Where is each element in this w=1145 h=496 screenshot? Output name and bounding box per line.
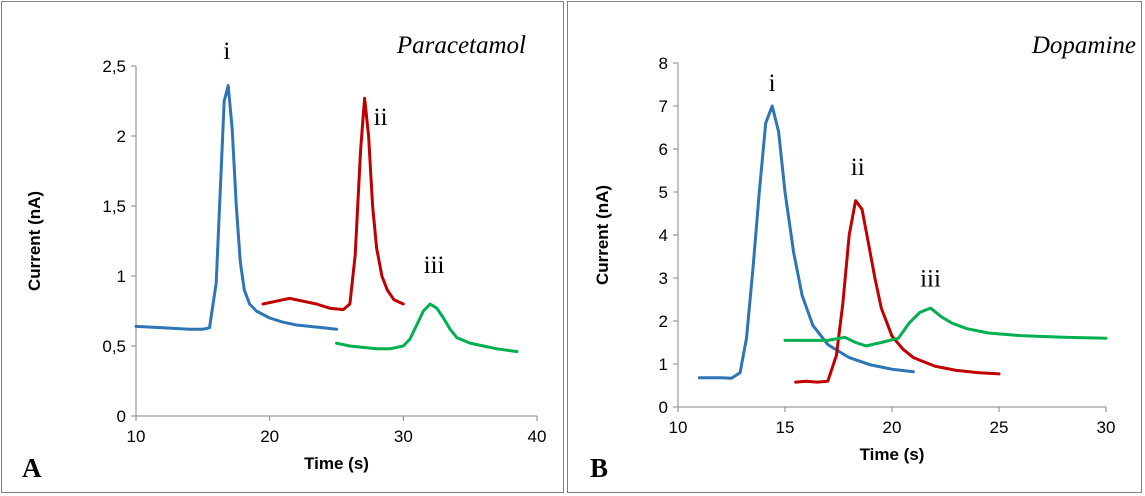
chart-title: Paracetamol — [396, 32, 526, 59]
series-line-iii — [783, 306, 1108, 348]
y-tick-label: 1,5 — [102, 197, 126, 216]
series-line-ii — [261, 96, 405, 312]
y-tick-label: 2,5 — [102, 57, 126, 76]
x-tick-label: 20 — [260, 427, 279, 446]
y-tick-label: 0 — [117, 407, 126, 426]
x-axis-title: Time (s) — [304, 454, 369, 473]
series-line-iii — [335, 302, 519, 354]
peak-label: i — [223, 38, 230, 65]
y-tick-label: 1 — [659, 355, 668, 374]
y-tick-label: 5 — [659, 183, 668, 202]
x-tick-label: 10 — [669, 418, 688, 437]
peak-label: ii — [374, 104, 388, 131]
x-tick-label: 40 — [528, 427, 547, 446]
y-tick-label: 3 — [659, 269, 668, 288]
y-tick-label: 1 — [117, 267, 126, 286]
y-axis-title: Current (nA) — [593, 185, 612, 285]
y-tick-label: 0 — [659, 398, 668, 417]
series-line-i — [697, 104, 915, 380]
y-tick-label: 8 — [659, 54, 668, 73]
y-tick-label: 2 — [117, 127, 126, 146]
series-line-i — [134, 84, 338, 331]
peak-label: iii — [920, 266, 941, 293]
x-tick-label: 30 — [1097, 418, 1116, 437]
peak-label: iii — [424, 252, 445, 279]
dopamine-chart: 0 1 2 3 4 5 6 7 8 10 15 20 25 30 Time (s) Current (nA) i… — [590, 32, 1136, 483]
x-tick-label: 20 — [883, 418, 902, 437]
x-tick-label: 30 — [394, 427, 413, 446]
chart-panel-a: 0 0,5 1 1,5 2 2,5 10 20 30 40 Time (s) Current (nA)… — [1, 1, 564, 493]
x-tick-label: 25 — [990, 418, 1009, 437]
series-line-ii — [794, 199, 1001, 384]
y-axis-title: Current (nA) — [25, 191, 44, 291]
y-tick-label: 6 — [659, 140, 668, 159]
y-tick-label: 0,5 — [102, 337, 126, 356]
peak-label: ii — [851, 154, 865, 181]
x-tick-label: 15 — [776, 418, 795, 437]
paracetamol-chart: 0 0,5 1 1,5 2 2,5 10 20 30 40 Time (s) Current (nA)… — [22, 32, 547, 483]
chart-panel-b: 0 1 2 3 4 5 6 7 8 10 15 20 25 30 Time (s) Current (nA) i… — [567, 1, 1142, 493]
x-tick-label: 10 — [127, 427, 146, 446]
y-tick-label: 7 — [659, 97, 668, 116]
peak-label: i — [769, 70, 776, 97]
panel-letter: B — [590, 453, 608, 483]
panel-letter: A — [22, 453, 42, 483]
y-tick-label: 2 — [659, 312, 668, 331]
chart-title: Dopamine — [1031, 32, 1136, 59]
x-axis-title: Time (s) — [860, 445, 925, 464]
y-tick-label: 4 — [659, 226, 668, 245]
